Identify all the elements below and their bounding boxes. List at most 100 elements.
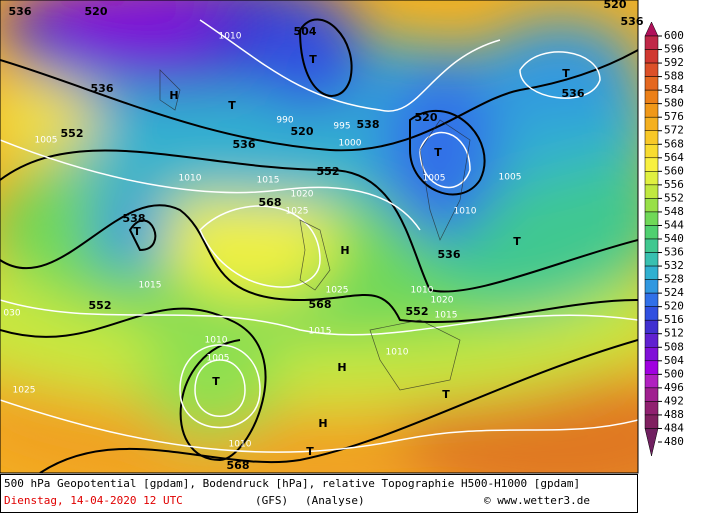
map-label: 536 — [9, 5, 32, 18]
colorbar-swatch — [644, 116, 659, 131]
colorbar-swatch — [644, 414, 659, 429]
colorbar-swatch — [644, 62, 659, 77]
map-label: 568 — [227, 459, 250, 472]
colorbar-label: 560 — [664, 164, 684, 177]
map-label: 030 — [3, 309, 20, 319]
colorbar-label: 584 — [664, 83, 684, 96]
colorbar-label: 504 — [664, 354, 684, 367]
colorbar-swatch — [644, 292, 659, 307]
map-label: 552 — [317, 165, 340, 178]
colorbar-label: 600 — [664, 29, 684, 42]
caption-line: 500 hPa Geopotential [gpdam], Bodendruck… — [4, 477, 580, 490]
colorbar-label: 520 — [664, 300, 684, 313]
colorbar-label: 572 — [664, 124, 684, 137]
colorbar-swatch — [644, 130, 659, 145]
map-label: 1005 — [35, 136, 58, 146]
map-label: 1025 — [13, 386, 36, 396]
colorbar-swatch — [644, 252, 659, 267]
colorbar-label: 592 — [664, 56, 684, 69]
colorbar-swatch — [644, 279, 659, 294]
colorbar-label: 580 — [664, 97, 684, 110]
map-label: 536 — [562, 87, 585, 100]
map-label: 568 — [259, 196, 282, 209]
colorbar-label: 492 — [664, 394, 684, 407]
colorbar-swatch — [644, 265, 659, 280]
colorbar-swatch — [644, 333, 659, 348]
colorbar-swatch — [644, 21, 659, 37]
colorbar-label: 564 — [664, 151, 684, 164]
map-label: T — [562, 67, 570, 80]
caption-model: (GFS) — [255, 494, 288, 507]
map-label: 1025 — [286, 207, 309, 217]
colorbar-swatch — [644, 198, 659, 213]
caption-box — [0, 474, 638, 513]
map-label: 1010 — [411, 286, 434, 296]
map-label: 520 — [415, 111, 438, 124]
colorbar-swatch — [644, 401, 659, 416]
map-label: 1020 — [431, 296, 454, 306]
map-label: T — [309, 53, 317, 66]
map-label: 520 — [604, 0, 627, 11]
map-label: 538 — [123, 212, 146, 225]
map-label: 552 — [61, 127, 84, 140]
colorbar-label: 488 — [664, 408, 684, 421]
colorbar-label: 512 — [664, 327, 684, 340]
colorbar-label: 480 — [664, 435, 684, 448]
map-label: T — [306, 445, 314, 458]
colorbar-label: 484 — [664, 421, 684, 434]
colorbar-swatch — [644, 306, 659, 321]
map-label: 520 — [85, 5, 108, 18]
map-label: 1010 — [386, 348, 409, 358]
colorbar-label: 528 — [664, 273, 684, 286]
caption-credit: © www.wetter3.de — [484, 494, 590, 507]
colorbar-label: 568 — [664, 137, 684, 150]
colorbar-label: 540 — [664, 232, 684, 245]
map-label: 990 — [276, 116, 293, 126]
colorbar-swatch — [644, 347, 659, 362]
colorbar-swatch — [644, 76, 659, 91]
colorbar-swatch — [644, 35, 659, 50]
colorbar-label: 536 — [664, 246, 684, 259]
colorbar-swatch — [644, 428, 659, 457]
map-label: 1000 — [339, 139, 362, 149]
map-label: 568 — [309, 298, 332, 311]
map-label: 1005 — [423, 174, 446, 184]
colorbar-swatch — [644, 103, 659, 118]
map-label: T — [513, 235, 521, 248]
map-labels: 520 536 552 538 536 520 552 568 538 552 568 552 536 5… — [3, 0, 643, 472]
map-label: 1015 — [309, 327, 332, 337]
colorbar-swatch — [644, 144, 659, 159]
map-label: H — [169, 89, 178, 102]
colorbar-swatch — [644, 225, 659, 240]
map-label: 536 — [438, 248, 461, 261]
map-label: 1015 — [139, 281, 162, 291]
caption-date: Dienstag, 14-04-2020 12 UTC — [4, 494, 183, 507]
map-frame — [0, 0, 639, 474]
colorbar-label: 548 — [664, 205, 684, 218]
colorbar-label: 544 — [664, 218, 684, 231]
map-label: 1010 — [205, 336, 228, 346]
colorbar-swatch — [644, 89, 659, 104]
map-label: 552 — [89, 299, 112, 312]
map-label: 1010 — [179, 174, 202, 184]
map-label: 538 — [357, 118, 380, 131]
map-label: 1010 — [219, 32, 242, 42]
map-label: 1005 — [499, 173, 522, 183]
colorbar-swatch — [644, 171, 659, 186]
map-label: 520 — [291, 125, 314, 138]
map-label: 1010 — [229, 440, 252, 450]
map-label: 1025 — [326, 286, 349, 296]
colorbar-label: 556 — [664, 178, 684, 191]
colorbar-label: 596 — [664, 43, 684, 56]
colorbar-label: 576 — [664, 110, 684, 123]
map-label: T — [442, 388, 450, 401]
colorbar-label: 508 — [664, 340, 684, 353]
map-label: 1015 — [257, 176, 280, 186]
colorbar-swatch — [644, 319, 659, 334]
colorbar-label: 516 — [664, 313, 684, 326]
colorbar-swatch — [644, 238, 659, 253]
map-label: 1015 — [435, 311, 458, 321]
colorbar-swatch — [644, 360, 659, 375]
map-label: T — [228, 99, 236, 112]
